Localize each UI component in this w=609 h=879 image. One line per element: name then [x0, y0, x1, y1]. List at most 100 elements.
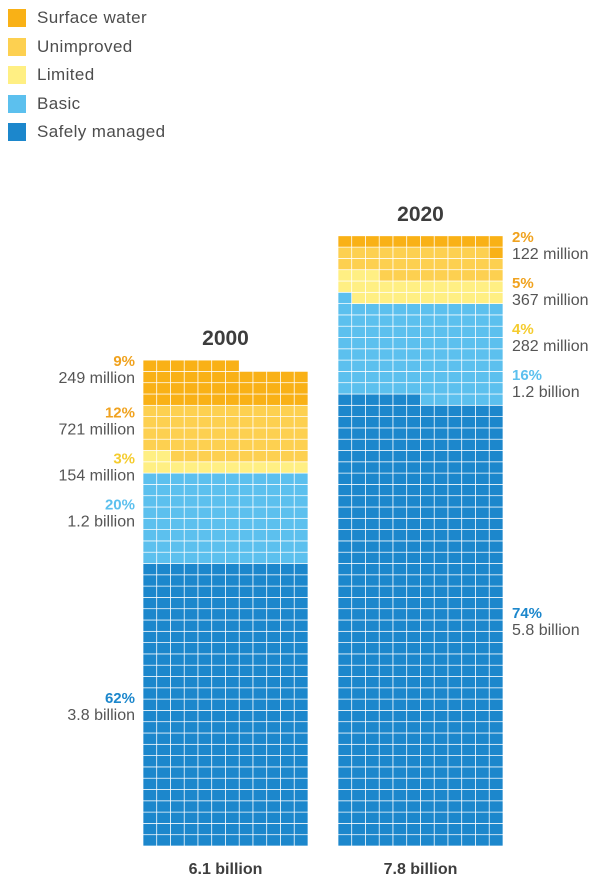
- waffle-cell: [475, 461, 490, 474]
- waffle-cell: [266, 755, 281, 768]
- waffle-cell: [252, 495, 268, 508]
- waffle-cell: [447, 404, 463, 417]
- waffle-cell: [183, 393, 199, 406]
- waffle-cell: [461, 698, 476, 711]
- waffle-cell: [197, 642, 213, 655]
- waffle-cell: [420, 472, 435, 485]
- legend-label: Surface water: [37, 8, 148, 28]
- waffle-cell: [211, 800, 226, 813]
- waffle-cell: [351, 551, 366, 564]
- waffle-cell: [378, 461, 394, 474]
- waffle-cell: [447, 529, 463, 542]
- waffle-cell: [433, 529, 449, 542]
- waffle-cell: [252, 721, 268, 734]
- waffle-cell: [197, 540, 213, 553]
- waffle-cell: [351, 235, 366, 248]
- waffle-cell: [392, 642, 408, 655]
- waffle-cell: [225, 585, 240, 598]
- waffle-cell: [238, 597, 254, 610]
- waffle-cell: [238, 371, 254, 384]
- waffle-cell: [378, 710, 394, 723]
- waffle-cell: [197, 608, 213, 621]
- waffle-cell: [447, 314, 463, 327]
- waffle-cell: [475, 484, 490, 497]
- waffle-cell: [280, 472, 295, 485]
- waffle-cell: [392, 495, 408, 508]
- waffle-cell: [142, 619, 158, 632]
- waffle-cell: [406, 280, 421, 293]
- waffle-cell: [488, 642, 504, 655]
- waffle-cell: [280, 653, 295, 666]
- waffle-cell: [337, 710, 353, 723]
- waffle-cell: [447, 664, 463, 677]
- waffle-cell: [365, 642, 380, 655]
- waffle-cell: [475, 235, 490, 248]
- waffle-cell: [447, 789, 463, 802]
- waffle-cell: [211, 653, 226, 666]
- waffle-cell: [406, 416, 421, 429]
- waffle-cell: [433, 416, 449, 429]
- waffle-cell: [293, 382, 309, 395]
- waffle-cell: [475, 371, 490, 384]
- waffle-cell: [392, 755, 408, 768]
- waffle-cell: [461, 823, 476, 836]
- waffle-cell: [406, 291, 421, 304]
- waffle-cell: [183, 416, 199, 429]
- waffle-cell: [170, 698, 185, 711]
- waffle-cell: [293, 597, 309, 610]
- waffle-cell: [406, 472, 421, 485]
- waffle-cell: [406, 834, 421, 847]
- waffle-cell: [238, 800, 254, 813]
- waffle-cell: [351, 789, 366, 802]
- waffle-cell: [156, 800, 171, 813]
- waffle-cell: [420, 359, 435, 372]
- waffle-cell: [420, 811, 435, 824]
- waffle-cell: [461, 743, 476, 756]
- waffle-cell: [197, 800, 213, 813]
- waffle-cell: [337, 404, 353, 417]
- waffle-cell: [170, 461, 185, 474]
- waffle-cell: [337, 246, 353, 259]
- waffle-cell: [170, 427, 185, 440]
- waffle-cell: [365, 438, 380, 451]
- waffle-cell: [183, 484, 199, 497]
- waffle-cell: [266, 416, 281, 429]
- waffle-cell: [142, 721, 158, 734]
- waffle-cell: [420, 755, 435, 768]
- waffle-cell: [280, 811, 295, 824]
- waffle-cell: [488, 585, 504, 598]
- waffle-cell: [365, 800, 380, 813]
- waffle-cell: [378, 314, 394, 327]
- waffle-cell: [365, 393, 380, 406]
- waffle-cell: [337, 427, 353, 440]
- waffle-cell: [433, 517, 449, 530]
- waffle-cell: [183, 551, 199, 564]
- waffle-cell: [351, 371, 366, 384]
- waffle-cell: [238, 382, 254, 395]
- waffle-cell: [225, 472, 240, 485]
- waffle-cell: [406, 517, 421, 530]
- waffle-cell: [461, 404, 476, 417]
- waffle-cell: [238, 517, 254, 530]
- waffle-cell: [351, 382, 366, 395]
- waffle-cell: [475, 529, 490, 542]
- waffle-cell: [433, 551, 449, 564]
- waffle-cell: [475, 438, 490, 451]
- waffle-cell: [433, 743, 449, 756]
- waffle-cell: [447, 359, 463, 372]
- waffle-cell: [447, 450, 463, 463]
- waffle-cell: [156, 597, 171, 610]
- waffle-cell: [351, 348, 366, 361]
- waffle-cell: [293, 461, 309, 474]
- waffle-cell: [488, 438, 504, 451]
- waffle-cell: [225, 800, 240, 813]
- waffle-cell: [225, 484, 240, 497]
- waffle-cell: [170, 517, 185, 530]
- waffle-cell: [488, 687, 504, 700]
- waffle-cell: [211, 755, 226, 768]
- waffle-cell: [488, 314, 504, 327]
- waffle-cell: [392, 540, 408, 553]
- waffle-cell: [351, 743, 366, 756]
- waffle-cell: [293, 823, 309, 836]
